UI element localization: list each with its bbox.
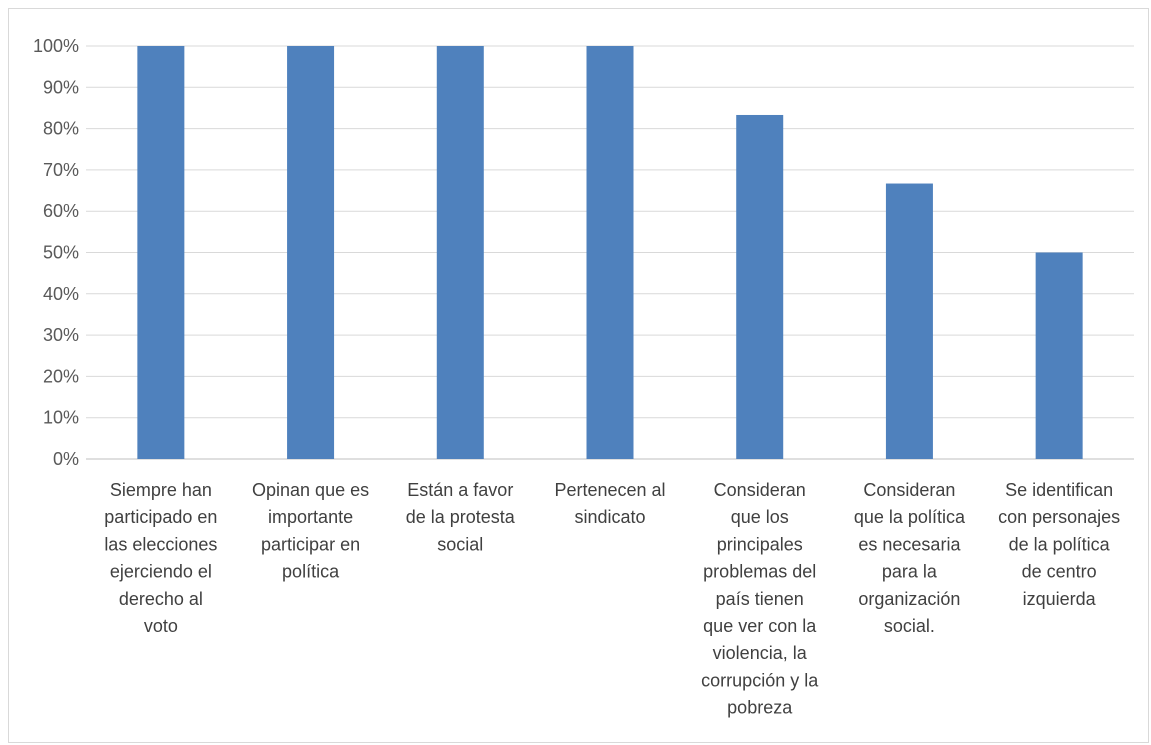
bar xyxy=(736,114,784,459)
x-tick-label: Consideran que la política es necesaria par… xyxy=(854,480,966,636)
y-tick-label: 50% xyxy=(43,243,79,263)
x-tick-label: Consideran que los principales problemas de… xyxy=(701,480,819,718)
x-tick-label: Están a favor de la protesta social xyxy=(406,480,516,554)
bar-chart: 0% 10% 20% 30% 40% 50% 60% 70% 80% 90% 100% Siempre… xyxy=(33,36,1134,718)
y-tick-label: 40% xyxy=(43,284,79,304)
bar xyxy=(436,46,484,459)
y-tick-label: 100% xyxy=(33,36,79,56)
y-tick-label: 60% xyxy=(43,201,79,221)
y-tick-label: 0% xyxy=(53,449,79,469)
bar xyxy=(1035,252,1083,459)
x-tick-label: Opinan que es importante participar en polí… xyxy=(252,480,369,582)
x-tick-label: Pertenecen al sindicato xyxy=(554,480,665,527)
bar xyxy=(137,46,185,459)
y-tick-label: 10% xyxy=(43,408,79,428)
x-tick-label: Siempre han participado en las elecciones e… xyxy=(104,480,217,636)
x-tick-label: Se identifican con personajes de la políti… xyxy=(998,480,1120,609)
bar xyxy=(885,183,933,460)
y-tick-label: 20% xyxy=(43,366,79,386)
y-tick-label: 90% xyxy=(43,77,79,97)
y-tick-label: 30% xyxy=(43,325,79,345)
y-tick-label: 70% xyxy=(43,160,79,180)
bar xyxy=(287,46,335,459)
chart-frame: 0% 10% 20% 30% 40% 50% 60% 70% 80% 90% 100% Siempre… xyxy=(8,8,1149,743)
y-tick-label: 80% xyxy=(43,119,79,139)
bar xyxy=(586,46,634,459)
